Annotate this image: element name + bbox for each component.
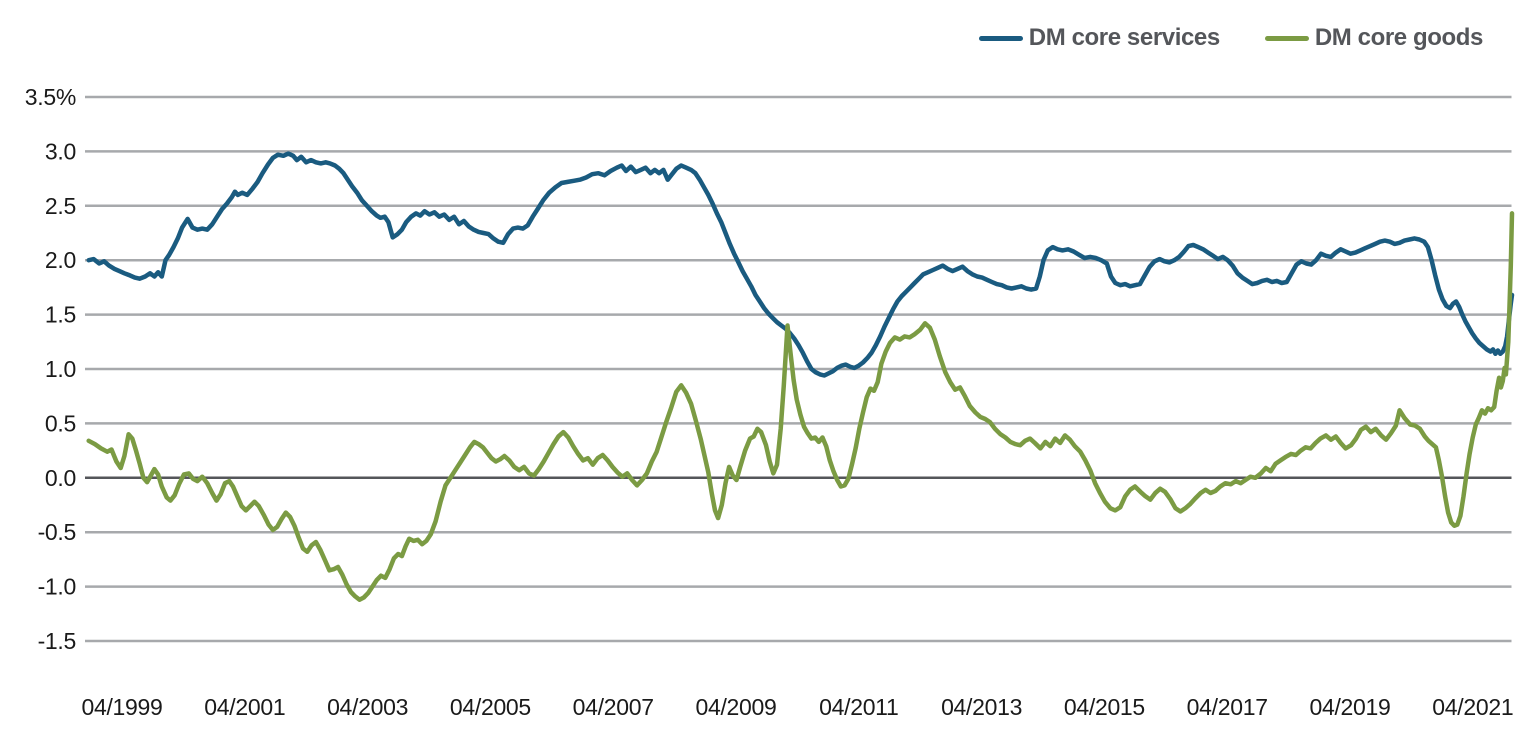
x-axis-tick-label: 04/2015 <box>1064 694 1145 720</box>
y-axis-tick-label: -1.0 <box>38 574 76 600</box>
y-axis-labels: 3.5% 3.0 2.5 2.0 1.5 1.0 0.5 0.0 -0.5 -1.0 -1.5 <box>25 84 77 654</box>
y-axis-tick-label: 1.5 <box>45 302 76 328</box>
y-axis-tick-label: 3.0 <box>45 138 76 164</box>
legend-label-dm-core-services: DM core services <box>1028 24 1220 51</box>
x-axis-tick-label: 04/2003 <box>327 694 408 720</box>
x-axis-labels: 04/1999 04/2001 04/2003 04/2005 04/2007 04/20… <box>81 694 1513 720</box>
legend-label-dm-core-goods: DM core goods <box>1314 24 1484 51</box>
y-axis-tick-label: 3.5% <box>25 84 76 110</box>
x-axis-tick-label: 04/2013 <box>941 694 1022 720</box>
series-line-dm-core-services <box>86 151 1515 378</box>
legend-item-dm-core-services: DM core services <box>978 24 1220 52</box>
y-axis-tick-label: 0.5 <box>45 410 76 436</box>
y-axis-tick-label: -0.5 <box>38 519 76 545</box>
x-axis-tick-label: 04/2011 <box>819 694 898 720</box>
x-axis-tick-label: 04/1999 <box>81 694 162 720</box>
chart-legend: DM core services DM core goods <box>0 24 1483 52</box>
x-axis-tick-label: 04/2001 <box>204 694 285 720</box>
x-axis-tick-label: 04/2017 <box>1187 694 1268 720</box>
x-axis-tick-label: 04/2005 <box>450 694 531 720</box>
x-axis-tick-label: 04/2007 <box>573 694 654 720</box>
x-axis-tick-label: 04/2009 <box>695 694 776 720</box>
x-axis-tick-label: 04/2021 <box>1432 694 1513 720</box>
gridlines <box>85 95 1512 643</box>
goods-line-swatch-icon <box>1264 35 1309 41</box>
y-axis-tick-label: 2.0 <box>45 247 76 273</box>
y-axis-tick-label: 1.0 <box>45 356 76 382</box>
series-line-dm-core-goods <box>86 211 1515 602</box>
series-lines <box>86 151 1515 602</box>
legend-item-dm-core-goods: DM core goods <box>1264 24 1484 52</box>
y-axis-tick-label: 2.5 <box>45 193 76 219</box>
y-axis-tick-label: -1.5 <box>38 628 76 654</box>
x-axis-tick-label: 04/2019 <box>1309 694 1390 720</box>
y-axis-tick-label: 0.0 <box>45 465 76 491</box>
services-line-swatch-icon <box>978 35 1023 41</box>
